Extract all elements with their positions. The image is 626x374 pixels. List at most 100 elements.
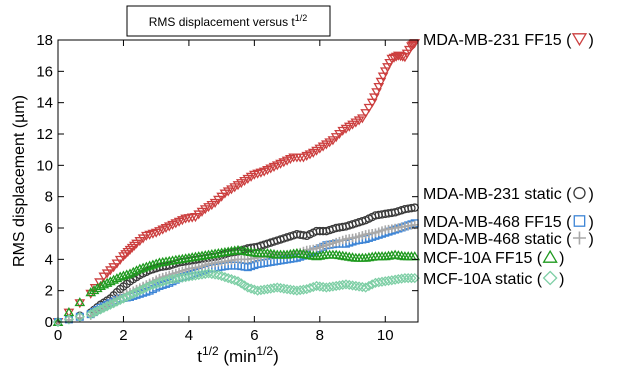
data-point [358, 231, 367, 240]
data-point [328, 238, 338, 248]
data-point [399, 273, 411, 284]
data-point [167, 220, 178, 230]
data-point [366, 251, 378, 261]
data-point [118, 293, 129, 304]
data-point [137, 234, 149, 244]
data-point [298, 249, 309, 259]
data-point [376, 251, 388, 261]
data-point [98, 279, 110, 289]
data-point [330, 133, 342, 143]
data-point [92, 305, 103, 317]
legend-label: MDA-MB-231 FF15 ( [423, 32, 572, 49]
data-point [177, 272, 188, 283]
data-point [213, 195, 224, 205]
data-point [304, 282, 316, 294]
legend-close-paren: ) [588, 32, 593, 49]
data-point [315, 226, 325, 236]
data-point [177, 216, 188, 226]
legend-marker [542, 249, 558, 263]
y-tick-label: 8 [45, 189, 53, 206]
legend-label: MDA-MB-468 FF15 ( [423, 214, 572, 231]
data-point [327, 249, 339, 259]
data-point [137, 262, 149, 272]
series-mcf-10a-static [52, 268, 420, 328]
data-point [63, 314, 75, 325]
y-tick-label: 2 [45, 283, 53, 300]
data-point [200, 268, 211, 280]
legend-close-paren: ) [588, 231, 593, 248]
data-point [101, 269, 113, 279]
data-point [137, 283, 149, 295]
y-tick-label: 12 [36, 126, 53, 143]
data-point [317, 250, 329, 260]
x-tick-label: 6 [250, 327, 258, 344]
data-point [94, 278, 105, 288]
data-point [340, 279, 352, 290]
data-point [147, 259, 159, 269]
data-point [239, 280, 250, 291]
data-point [265, 283, 276, 294]
data-point [295, 285, 306, 296]
data-point [105, 266, 116, 276]
data-point [180, 253, 191, 263]
y-tick-label: 18 [36, 32, 53, 49]
data-point [360, 109, 371, 119]
data-point [288, 248, 299, 258]
data-point [120, 250, 131, 260]
data-point [384, 209, 393, 218]
data-point [268, 282, 280, 294]
data-point [196, 269, 208, 280]
data-point [74, 299, 86, 309]
data-point [386, 250, 398, 260]
data-point [226, 274, 237, 285]
data-point [317, 281, 329, 293]
data-point [101, 301, 113, 312]
x-tick-label: 0 [54, 327, 62, 344]
data-point [255, 285, 267, 296]
data-point [344, 279, 355, 291]
legend-entry: MCF-10A static () [423, 270, 564, 288]
plot-frame [57, 39, 419, 323]
data-point [337, 279, 348, 291]
legend-marker [542, 270, 558, 286]
data-point [239, 245, 250, 255]
data-point [219, 271, 231, 283]
data-point [407, 203, 416, 213]
data-point [383, 275, 394, 286]
data-point [407, 221, 416, 230]
legend-marker [572, 231, 586, 245]
data-point [374, 210, 383, 220]
data-point [363, 103, 375, 113]
x-tick-label: 8 [316, 327, 324, 344]
legend-close-paren: ) [588, 214, 593, 231]
data-point [157, 225, 169, 235]
chart-title: RMS displacement versus t1/2 [149, 13, 308, 29]
data-point [275, 159, 286, 169]
plot-area [52, 39, 421, 328]
data-point [74, 297, 86, 307]
data-point [397, 52, 409, 62]
data-point [324, 281, 335, 293]
data-point [129, 241, 140, 251]
data-point [170, 254, 182, 264]
data-point [403, 45, 415, 55]
data-point [294, 153, 306, 163]
y-tick-label: 16 [36, 63, 53, 80]
data-point [249, 284, 260, 295]
data-point [186, 213, 198, 223]
data-point [369, 93, 380, 103]
data-point [373, 82, 385, 93]
data-point [318, 242, 328, 251]
data-point [347, 252, 358, 262]
data-point [388, 53, 400, 63]
series-mda-mb-231-ff15 [52, 39, 421, 328]
data-point [111, 273, 123, 283]
legend-marker [573, 186, 586, 200]
data-point [111, 296, 123, 307]
data-point [131, 287, 142, 298]
data-point [201, 260, 210, 270]
data-point [147, 279, 159, 291]
legend-label: MDA-MB-231 static ( [423, 186, 572, 203]
data-point [245, 283, 257, 294]
